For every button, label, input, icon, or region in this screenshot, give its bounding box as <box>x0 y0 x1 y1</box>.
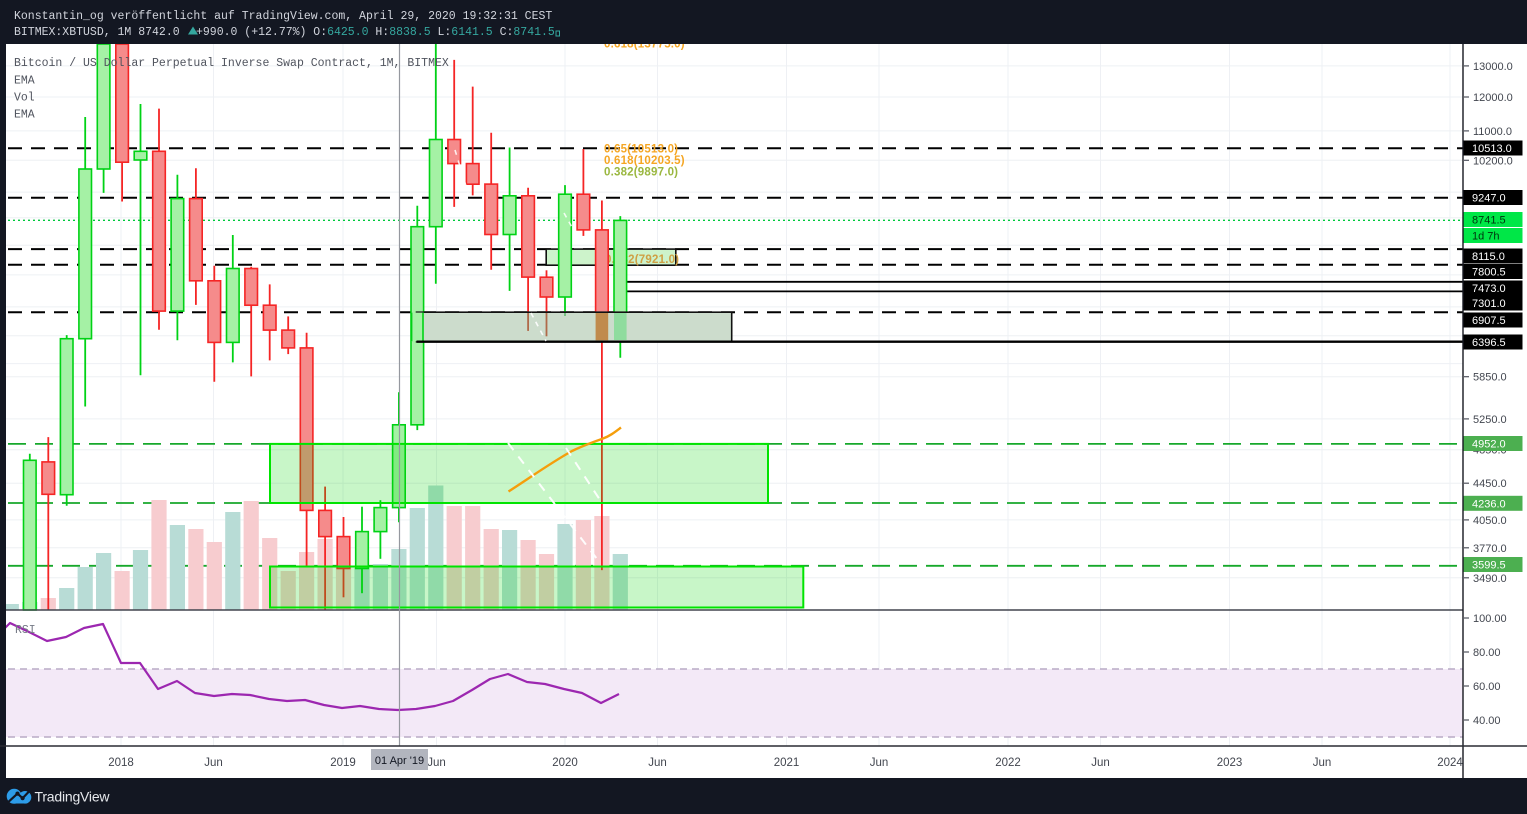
svg-text:8741.5: 8741.5 <box>513 26 555 39</box>
svg-text:O:: O: <box>313 26 327 39</box>
svg-text:4952.0: 4952.0 <box>1472 439 1506 451</box>
svg-text:Vol: Vol <box>14 92 35 105</box>
svg-text:60.00: 60.00 <box>1473 681 1501 693</box>
svg-text:1d 7h: 1d 7h <box>1472 231 1500 243</box>
svg-text:Konstantin_og veröffentlicht a: Konstantin_og veröffentlicht auf Trading… <box>14 10 552 23</box>
svg-text:0.618(10203.5): 0.618(10203.5) <box>604 155 685 167</box>
svg-text:Jun: Jun <box>204 757 223 769</box>
svg-text:3490.0: 3490.0 <box>1473 573 1507 585</box>
svg-text:6396.5: 6396.5 <box>1472 337 1506 349</box>
svg-text:2021: 2021 <box>774 757 800 769</box>
svg-text:EMA: EMA <box>14 75 35 88</box>
svg-text:4050.0: 4050.0 <box>1473 515 1507 527</box>
svg-text:2023: 2023 <box>1217 757 1243 769</box>
svg-text:0.618(13775.0): 0.618(13775.0) <box>604 39 685 51</box>
svg-text:10513.0: 10513.0 <box>1472 143 1512 155</box>
svg-text:Jun: Jun <box>648 757 667 769</box>
svg-text:RSI: RSI <box>15 624 36 637</box>
svg-text:2020: 2020 <box>552 757 578 769</box>
svg-text:80.00: 80.00 <box>1473 647 1501 659</box>
svg-text:6141.5: 6141.5 <box>451 26 493 39</box>
svg-text:8115.0: 8115.0 <box>1472 251 1505 263</box>
svg-text:7473.0: 7473.0 <box>1472 283 1506 295</box>
svg-text:+990.0 (+12.77%): +990.0 (+12.77%) <box>196 26 306 39</box>
svg-text:H:: H: <box>375 26 389 39</box>
svg-text:C:: C: <box>500 26 514 39</box>
svg-text:4450.0: 4450.0 <box>1473 478 1507 490</box>
svg-text:5850.0: 5850.0 <box>1473 372 1507 384</box>
svg-text:40.00: 40.00 <box>1473 715 1501 727</box>
svg-text:2018: 2018 <box>108 757 134 769</box>
svg-text:2022: 2022 <box>995 757 1021 769</box>
svg-text:8741.5: 8741.5 <box>1472 215 1506 227</box>
svg-text:0.382(9897.0): 0.382(9897.0) <box>604 167 678 179</box>
svg-text:12000.0: 12000.0 <box>1473 92 1513 104</box>
svg-text:Jun: Jun <box>427 757 446 769</box>
svg-text:Jun: Jun <box>1091 757 1110 769</box>
svg-text:100.00: 100.00 <box>1473 613 1507 625</box>
svg-text:6907.5: 6907.5 <box>1472 315 1506 327</box>
svg-text:2024: 2024 <box>1437 757 1463 769</box>
svg-text:6425.0: 6425.0 <box>327 26 369 39</box>
svg-text:9247.0: 9247.0 <box>1472 193 1506 205</box>
svg-text:Jun: Jun <box>870 757 889 769</box>
svg-text:8838.5: 8838.5 <box>389 26 431 39</box>
svg-text:4236.0: 4236.0 <box>1472 498 1506 510</box>
svg-text:01 Apr '19: 01 Apr '19 <box>375 755 424 767</box>
svg-text:Jun: Jun <box>1313 757 1332 769</box>
svg-text:TradingView: TradingView <box>35 789 111 805</box>
svg-text:Bitcoin / US Dollar Perpetual: Bitcoin / US Dollar Perpetual Inverse Sw… <box>14 57 449 70</box>
svg-text:BITMEX:XBTUSD, 1M 8742.0: BITMEX:XBTUSD, 1M 8742.0 <box>14 26 180 39</box>
svg-text:11000.0: 11000.0 <box>1473 126 1512 138</box>
svg-text:2019: 2019 <box>330 757 356 769</box>
svg-text:5250.0: 5250.0 <box>1473 414 1507 426</box>
svg-text:7800.5: 7800.5 <box>1472 267 1506 279</box>
svg-text:13000.0: 13000.0 <box>1473 61 1513 73</box>
svg-text:3599.5: 3599.5 <box>1472 560 1506 572</box>
svg-text:0.65(10513.0): 0.65(10513.0) <box>604 144 678 156</box>
svg-text:3770.0: 3770.0 <box>1473 543 1507 555</box>
svg-text:EMA: EMA <box>14 109 35 122</box>
svg-text:L:: L: <box>438 26 452 39</box>
svg-text:10200.0: 10200.0 <box>1473 155 1513 167</box>
svg-text:7301.0: 7301.0 <box>1472 298 1506 310</box>
